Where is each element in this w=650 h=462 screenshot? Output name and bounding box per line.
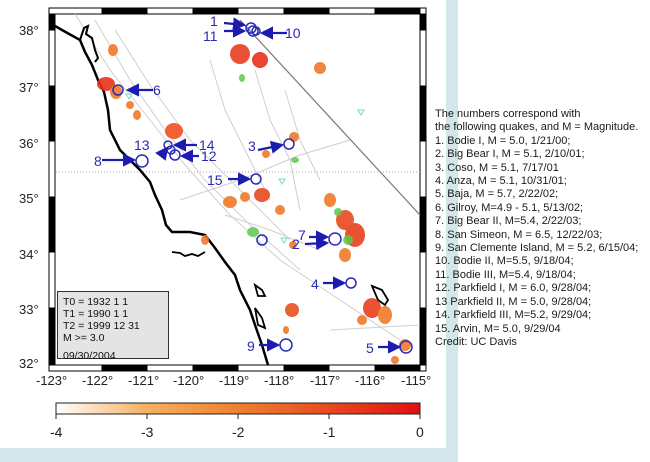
lat-label-32: 32° bbox=[19, 356, 39, 371]
lat-label-38: 38° bbox=[19, 23, 39, 38]
event-arrows bbox=[102, 17, 402, 354]
magnitude-threshold: M >= 3.0 bbox=[63, 332, 105, 344]
marker-2 bbox=[256, 234, 268, 246]
label-6: 6 bbox=[153, 82, 161, 98]
lat-label-36: 36° bbox=[19, 136, 39, 151]
colorbar-tick-minus1: -1 bbox=[323, 424, 336, 440]
label-15: 15 bbox=[207, 172, 223, 188]
lon-label-117: -117° bbox=[310, 373, 341, 388]
label-12: 12 bbox=[201, 148, 217, 164]
legend-item: 15. Arvin, M= 5.0, 9/29/04 bbox=[435, 322, 561, 335]
lon-label-115: -115° bbox=[401, 373, 432, 388]
legend-item: 6. Gilroy, M=4.9 - 5.1, 5/13/02; bbox=[435, 201, 584, 214]
legend-item: 13 Parkfield II, M = 5.0, 9/28/04; bbox=[435, 295, 592, 308]
colorbar bbox=[55, 402, 421, 419]
legend-item: 8. San Simeon, M = 6.5, 12/22/03; bbox=[435, 228, 603, 241]
label-14: 14 bbox=[199, 137, 215, 153]
legend-item: 11. Bodie III, M=5.4, 9/18/04; bbox=[435, 268, 576, 281]
quake-legend: The numbers correspond with the followin… bbox=[435, 108, 638, 349]
label-7: 7 bbox=[298, 227, 306, 243]
lon-label-116: -116° bbox=[355, 373, 386, 388]
legend-item: 4. Anza, M = 5.1, 10/31/01; bbox=[435, 175, 567, 188]
t2-value: T2 = 1999 12 31 bbox=[63, 320, 140, 332]
label-9: 9 bbox=[247, 338, 255, 354]
legend-item: 10. Bodie II, M=5.5, 9/18/04; bbox=[435, 255, 574, 268]
legend-item: 5. Baja, M = 5.7, 2/22/02; bbox=[435, 188, 559, 201]
legend-item: 3. Coso, M = 5.1, 7/17/01 bbox=[435, 161, 559, 174]
lat-label-37: 37° bbox=[19, 80, 39, 95]
lon-label-123: -123° bbox=[36, 373, 68, 388]
label-1: 1 bbox=[210, 13, 218, 29]
t0-value: T0 = 1932 1 1 bbox=[63, 296, 129, 308]
lon-label-122: -122° bbox=[82, 373, 114, 388]
colorbar-tick-minus3: -3 bbox=[141, 424, 154, 440]
label-8: 8 bbox=[94, 153, 102, 169]
label-4: 4 bbox=[311, 276, 319, 292]
legend-item: 2. Big Bear I, M = 5.1, 2/10/01; bbox=[435, 148, 585, 161]
bay-outline bbox=[79, 24, 100, 63]
lon-label-119: -119° bbox=[219, 373, 250, 388]
label-11: 11 bbox=[203, 28, 218, 44]
map-frame bbox=[48, 7, 427, 372]
parameters-box: T0 = 1932 1 1 T1 = 1990 1 1 T2 = 1999 12… bbox=[57, 291, 169, 362]
event-labels: 1 2 3 4 5 6 7 8 9 10 11 12 13 14 15 bbox=[94, 13, 374, 356]
lon-label-118: -118° bbox=[264, 373, 295, 388]
legend-item: 14. Parkfield III, M=5.2, 9/29/04; bbox=[435, 309, 592, 322]
state-boundary-line bbox=[239, 19, 421, 216]
legend-intro-2: the following quakes, and M = Magnitude. bbox=[435, 121, 639, 134]
lat-label-33: 33° bbox=[19, 302, 39, 317]
seismicity-map: 1 2 3 4 5 6 7 8 9 10 11 12 13 14 15 bbox=[48, 7, 427, 419]
label-13: 13 bbox=[134, 137, 150, 153]
lon-label-120: -120° bbox=[173, 373, 205, 388]
map-date: 09/30/2004 bbox=[63, 350, 116, 362]
legend-item: 7. Big Bear II, M=5.4, 2/22/03; bbox=[435, 215, 582, 228]
lat-label-35: 35° bbox=[19, 191, 39, 206]
colorbar-tick-minus2: -2 bbox=[232, 424, 245, 440]
legend-item: 1. Bodie I, M = 5.0, 1/21/00; bbox=[435, 134, 571, 147]
label-3: 3 bbox=[248, 138, 256, 154]
lat-label-34: 34° bbox=[19, 247, 39, 262]
marker-6 bbox=[112, 84, 124, 96]
label-5: 5 bbox=[366, 340, 374, 356]
lon-label-121: -121° bbox=[128, 373, 160, 388]
coastline bbox=[54, 24, 270, 366]
quake-clusters bbox=[97, 44, 411, 364]
colorbar-tick-minus4: -4 bbox=[50, 424, 63, 440]
legend-item: 12. Parkfield I, M = 6.0, 9/28/04; bbox=[435, 282, 592, 295]
legend-credit: Credit: UC Davis bbox=[435, 335, 517, 348]
legend-intro-1: The numbers correspond with bbox=[435, 108, 581, 120]
colorbar-tick-0: 0 bbox=[416, 424, 424, 440]
islands bbox=[171, 251, 390, 330]
t1-value: T1 = 1990 1 1 bbox=[63, 308, 129, 320]
label-2: 2 bbox=[292, 236, 300, 252]
marker-10 bbox=[247, 25, 259, 37]
label-10: 10 bbox=[285, 25, 301, 41]
legend-item: 9. San Clemente Island, M = 5.2, 6/15/04… bbox=[435, 242, 639, 255]
